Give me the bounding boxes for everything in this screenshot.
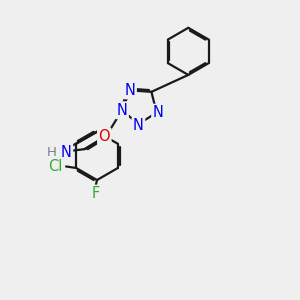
Text: Cl: Cl bbox=[48, 159, 63, 174]
Text: N: N bbox=[61, 145, 72, 160]
Text: N: N bbox=[133, 118, 144, 133]
Text: N: N bbox=[153, 105, 164, 120]
Text: N: N bbox=[124, 83, 136, 98]
Text: F: F bbox=[92, 186, 100, 201]
Text: H: H bbox=[47, 146, 56, 159]
Text: N: N bbox=[116, 103, 128, 118]
Text: O: O bbox=[98, 129, 110, 144]
